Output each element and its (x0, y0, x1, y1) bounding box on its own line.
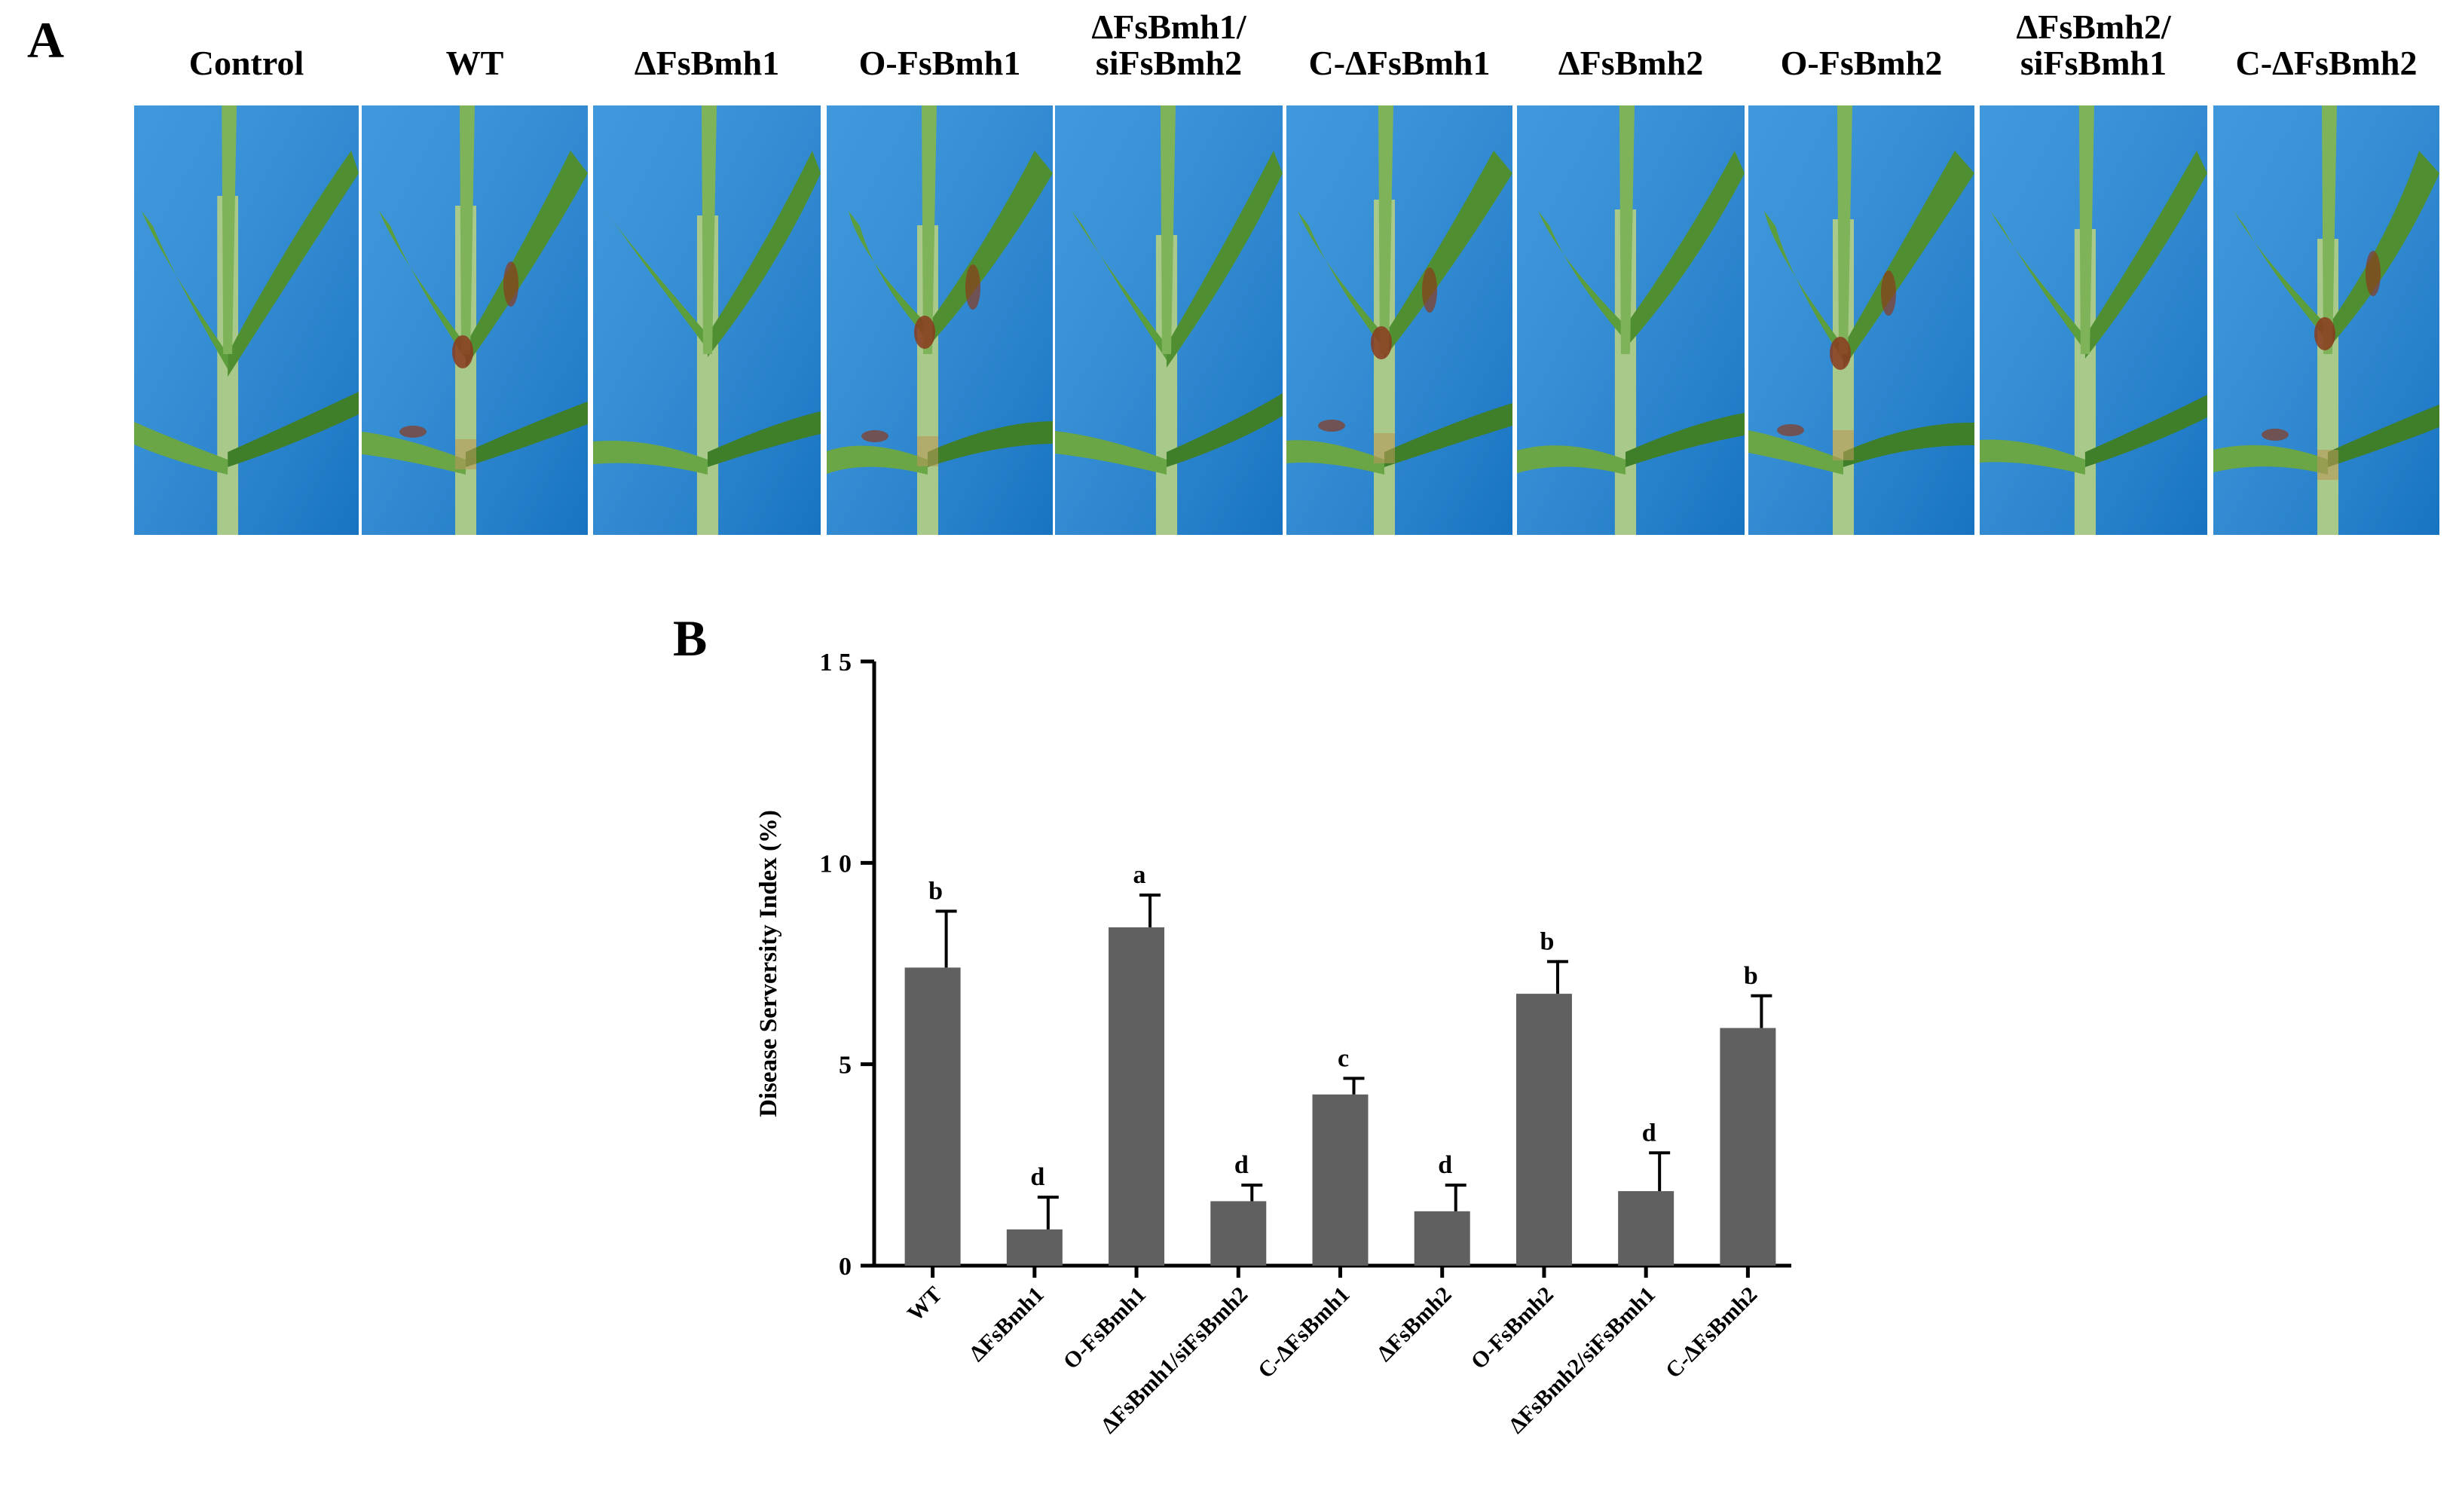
photo-label: C-ΔFsBmh1 (1308, 44, 1491, 82)
photo-label: WT (445, 44, 504, 82)
bar (1006, 1229, 1063, 1266)
y-tick-label: 0 (839, 1253, 852, 1281)
y-axis-label: Disease Serversity Index (%) (755, 810, 782, 1117)
x-tick-label: WT (903, 1282, 947, 1327)
significance-label: d (1234, 1151, 1249, 1179)
photo-label: ΔFsBmh2/siFsBmh1 (2016, 8, 2171, 82)
significance-label: d (1438, 1151, 1452, 1179)
photo-label: ΔFsBmh1 (634, 44, 780, 82)
x-tick-label: C-ΔFsBmh2 (1661, 1282, 1762, 1383)
x-tick-label: ΔFsBmh2 (1372, 1282, 1457, 1367)
plant-photo (593, 105, 821, 535)
plant-photo (2213, 105, 2439, 535)
plant-photo (1055, 105, 1283, 535)
x-tick-label: C-ΔFsBmh1 (1253, 1282, 1354, 1383)
plant-photo (827, 105, 1053, 535)
panel-b-letter: B (673, 609, 708, 667)
bar (1515, 994, 1572, 1266)
plant-photo (1517, 105, 1745, 535)
bar (1312, 1094, 1369, 1266)
bar (1210, 1201, 1267, 1266)
photo-label: C-ΔFsBmh2 (2235, 44, 2418, 82)
significance-label: b (1540, 927, 1554, 955)
significance-label: c (1338, 1044, 1349, 1072)
y-tick-label: 5 (839, 1052, 852, 1080)
bar (1618, 1191, 1674, 1266)
significance-label: b (928, 877, 943, 905)
plant-photo (134, 105, 359, 535)
bar (1109, 927, 1165, 1266)
plant-photo (362, 105, 588, 535)
significance-label: d (1642, 1119, 1656, 1147)
x-tick-label: O-FsBmh2 (1466, 1282, 1558, 1374)
bar (904, 967, 961, 1266)
photo-label: ΔFsBmh1/siFsBmh2 (1091, 8, 1246, 82)
panel-a-letter: A (27, 11, 65, 69)
plant-photo (1748, 105, 1974, 535)
y-tick-label: 1 0 (820, 850, 852, 878)
bar (1720, 1028, 1776, 1266)
photo-label: O-FsBmh1 (858, 44, 1021, 82)
photo-label: Control (188, 44, 304, 82)
significance-label: d (1030, 1163, 1044, 1191)
significance-label: a (1133, 861, 1146, 889)
photo-label: ΔFsBmh2 (1558, 44, 1704, 82)
significance-label: b (1744, 962, 1758, 990)
plant-photo (1286, 105, 1512, 535)
plant-photo (1980, 105, 2207, 535)
x-tick-label: ΔFsBmh1 (965, 1282, 1049, 1367)
photo-label: O-FsBmh2 (1780, 44, 1943, 82)
y-tick-label: 1 5 (820, 649, 852, 677)
bar (1414, 1211, 1470, 1266)
x-tick-label: O-FsBmh1 (1059, 1282, 1151, 1374)
